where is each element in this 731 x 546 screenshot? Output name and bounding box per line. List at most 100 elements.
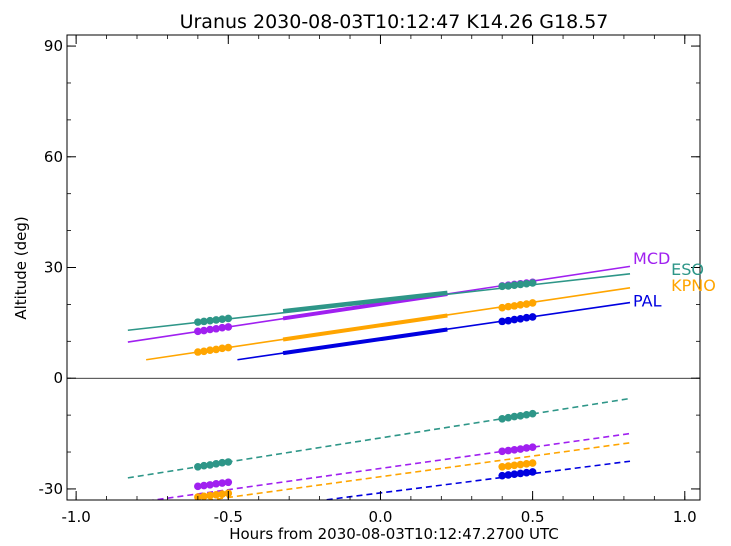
series-kpno-point [212,345,220,354]
series-mcd-point [200,326,208,335]
series-eso-thick-segment [282,290,448,314]
series-mcd-below-point [224,478,233,487]
series-pal-point [498,317,506,326]
axes-layer: -1.0 -0.5 0.0 0.5 1.0 -30 0 30 60 90 [39,34,701,526]
series-pal-thick-segment [282,327,448,356]
series-label-kpno: KPNO [671,276,716,295]
series-mcd-below-point [212,479,220,488]
series-eso-point [206,316,214,325]
series-pal-below-point [510,470,519,478]
series-pal-point [516,314,525,323]
series-kpno-point [224,343,233,352]
series-kpno-point [498,303,506,312]
series-eso-point [224,314,233,323]
series-mcd-below-point [522,444,531,452]
series-kpno-below-horizon-line [203,442,631,500]
series-kpno-below-point [212,491,220,499]
series-pal-point [528,313,537,321]
series-kpno-below-point [218,490,227,498]
x-axis-label: Hours from 2030-08-03T10:12:47.2700 UTC [229,525,559,543]
series-mcd-below-point [498,447,506,456]
series-pal-below-point [504,471,513,479]
x-tick-label: 1.0 [673,508,697,526]
series-mcd-below-point [194,482,202,491]
series-eso [127,272,631,479]
x-tick-label: 0.5 [521,508,545,526]
series-eso-below-point [206,461,214,469]
series-kpno-below-point [498,462,506,471]
series-pal-below-point [522,468,531,477]
y-tick-label: 30 [44,259,63,277]
series-mcd-below-horizon-line [148,432,631,500]
series-kpno-point [194,348,202,356]
x-tick-label: -1.0 [61,508,90,526]
series-eso-below-point [194,462,202,471]
series-kpno-point [516,300,525,309]
series-eso-below-point [212,460,220,468]
series-kpno-below-point [516,460,525,469]
plot-frame [66,34,701,501]
series-kpno-point [504,302,513,311]
series-pal-point [504,316,513,325]
series-kpno-point [206,346,214,354]
series-kpno-point [218,344,227,353]
series-kpno-point [528,299,537,307]
series-mcd-point [206,325,214,334]
series-eso-below-point [510,412,519,421]
series-eso-below-point [504,413,513,422]
series-kpno-below-point [200,492,208,500]
series-layer [67,265,700,500]
series-mcd-below-point [200,481,208,490]
y-tick-label: 90 [44,37,63,55]
chart-title: Uranus 2030-08-03T10:12:47 K14.26 G18.57 [180,11,609,33]
series-eso-point [200,317,208,326]
y-tick-label: -30 [39,480,64,498]
series-mcd-point [212,324,220,333]
series-kpno-point [200,347,208,356]
series-eso-point [510,281,519,290]
series-pal-below-point [516,469,525,478]
y-tick-label: 0 [53,369,63,387]
x-tick-label: -0.5 [214,508,243,526]
series-pal-below-point [528,468,537,476]
y-tick-label: 60 [44,148,63,166]
series-eso-below-point [522,410,531,419]
series-mcd-point [224,323,233,331]
series-pal-point [510,315,519,324]
series-mcd-below-point [516,445,525,453]
series-pal-below-point [498,471,506,480]
series-label-mcd: MCD [633,249,670,268]
series-label-pal: PAL [633,291,662,310]
series-mcd-point [194,327,202,336]
series-eso-below-point [516,412,525,420]
series-pal-point [522,313,531,322]
series-pal [237,301,631,500]
series-kpno-below-point [510,461,519,470]
series-eso-point [504,282,513,290]
series-kpno-below-point [522,460,531,468]
series-mcd-below-point [504,446,513,455]
series-kpno-below-point [528,459,537,467]
series-kpno-point [510,302,519,310]
series-eso-below-point [218,458,227,467]
series-mcd-below-point [528,443,537,452]
series-mcd-below-point [510,446,519,454]
series-mcd-below-point [206,481,214,489]
x-tick-label: 0.0 [369,508,393,526]
series-pal-below-horizon-line [318,460,631,500]
series-eso-point [212,316,220,324]
series-eso-point [522,279,531,288]
series-eso-below-point [498,415,506,423]
series-eso-point [218,315,227,323]
series-eso-point [516,280,525,289]
series-kpno-below-point [206,491,214,500]
series-kpno [146,287,631,500]
series-kpno-below-point [504,462,513,470]
y-axis-label: Altitude (deg) [12,216,30,319]
series-eso-below-point [224,458,233,466]
series-kpno-point [522,300,531,308]
series-eso-point [194,318,202,326]
series-eso-point [528,279,537,287]
